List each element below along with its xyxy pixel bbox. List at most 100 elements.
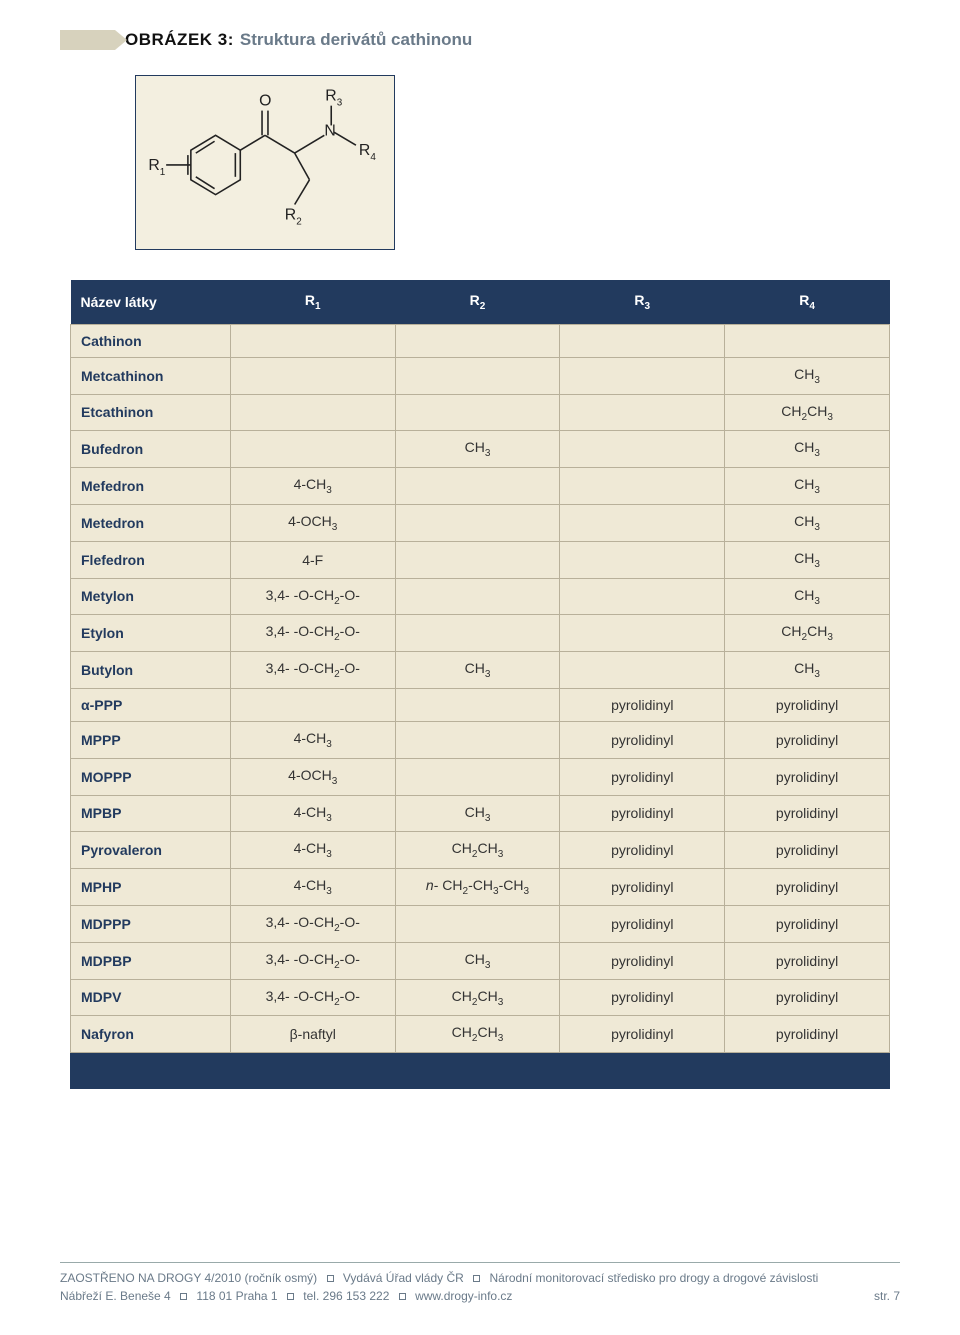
table-footer-bar (70, 1053, 890, 1089)
cell-r2: CH3 (395, 795, 560, 832)
cell-r4: CH3 (725, 652, 890, 689)
compound-name: MPHP (71, 869, 231, 906)
cell-r2: n- CH2-CH3-CH3 (395, 869, 560, 906)
figure-label: OBRÁZEK 3: (125, 30, 234, 50)
cell-r4: CH3 (725, 541, 890, 578)
cell-r3: pyrolidinyl (560, 721, 725, 758)
compound-name: Butylon (71, 652, 231, 689)
cell-r4: CH2CH3 (725, 394, 890, 431)
compound-name: Etcathinon (71, 394, 231, 431)
cell-r4: pyrolidinyl (725, 832, 890, 869)
footer-text: www.drogy-info.cz (415, 1289, 512, 1303)
cell-r2: CH3 (395, 942, 560, 979)
compound-name: Etylon (71, 615, 231, 652)
cell-r2 (395, 324, 560, 357)
svg-text:N: N (324, 122, 335, 139)
table-row: MOPPP4-OCH3pyrolidinylpyrolidinyl (71, 758, 890, 795)
cell-r2 (395, 468, 560, 505)
cell-r2 (395, 541, 560, 578)
compound-name: Metcathinon (71, 357, 231, 394)
cell-r1: 4-OCH3 (230, 758, 395, 795)
th-name: Název látky (71, 280, 231, 324)
table-row: Metylon3,4- -O-CH2-O-CH3 (71, 578, 890, 615)
cell-r1 (230, 431, 395, 468)
cell-r1 (230, 357, 395, 394)
table-row: Pyrovaleron4-CH3CH2CH3pyrolidinylpyrolid… (71, 832, 890, 869)
table-row: α-PPPpyrolidinylpyrolidinyl (71, 688, 890, 721)
compound-name: Mefedron (71, 468, 231, 505)
cell-r4: CH3 (725, 468, 890, 505)
cell-r4: pyrolidinyl (725, 905, 890, 942)
cell-r1: 3,4- -O-CH2-O- (230, 905, 395, 942)
cell-r4: CH3 (725, 431, 890, 468)
cell-r3: pyrolidinyl (560, 905, 725, 942)
cell-r4: CH2CH3 (725, 615, 890, 652)
cell-r4: CH3 (725, 357, 890, 394)
cell-r3 (560, 504, 725, 541)
cell-r2 (395, 504, 560, 541)
table-row: MDPV3,4- -O-CH2-O-CH2CH3pyrolidinylpyrol… (71, 979, 890, 1016)
cell-r2: CH2CH3 (395, 832, 560, 869)
cell-r4 (725, 324, 890, 357)
compound-name: MPBP (71, 795, 231, 832)
cell-r1: 4-F (230, 541, 395, 578)
cell-r1 (230, 394, 395, 431)
cell-r3: pyrolidinyl (560, 979, 725, 1016)
separator-icon (473, 1275, 480, 1282)
cell-r2 (395, 721, 560, 758)
cell-r3: pyrolidinyl (560, 795, 725, 832)
cell-r3 (560, 541, 725, 578)
compound-name: MDPV (71, 979, 231, 1016)
table-row: Etcathinon CH2CH3 (71, 394, 890, 431)
compound-name: MPPP (71, 721, 231, 758)
table-row: Bufedron CH3 CH3 (71, 431, 890, 468)
cell-r3: pyrolidinyl (560, 1016, 725, 1053)
th-r3: R3 (560, 280, 725, 324)
cell-r4: pyrolidinyl (725, 721, 890, 758)
table-row: Cathinon (71, 324, 890, 357)
footer-text: Nábřeží E. Beneše 4 (60, 1289, 171, 1303)
arrow-swatch-icon (60, 30, 115, 50)
cell-r1: 4-CH3 (230, 721, 395, 758)
compound-name: Flefedron (71, 541, 231, 578)
compound-name: Pyrovaleron (71, 832, 231, 869)
footer-text: ZAOSTŘENO NA DROGY 4/2010 (ročník osmý) (60, 1271, 317, 1285)
table-row: MPPP4-CH3 pyrolidinylpyrolidinyl (71, 721, 890, 758)
compound-name: Bufedron (71, 431, 231, 468)
cell-r1: 3,4- -O-CH2-O- (230, 578, 395, 615)
cell-r3 (560, 431, 725, 468)
table-row: MDPPP3,4- -O-CH2-O-pyrolidinylpyrolidiny… (71, 905, 890, 942)
cell-r2: CH3 (395, 431, 560, 468)
th-r2: R2 (395, 280, 560, 324)
footer-text: Vydává Úřad vlády ČR (343, 1271, 464, 1285)
cell-r2 (395, 394, 560, 431)
page-number: str. 7 (874, 1287, 900, 1305)
footer-text: 118 01 Praha 1 (196, 1289, 277, 1303)
cell-r4: pyrolidinyl (725, 1016, 890, 1053)
table-row: Metedron4-OCH3CH3 (71, 504, 890, 541)
figure-title: Struktura derivátů cathinonu (240, 30, 472, 50)
th-r4: R4 (725, 280, 890, 324)
cell-r4: pyrolidinyl (725, 795, 890, 832)
table-row: Flefedron4-F CH3 (71, 541, 890, 578)
table-row: Nafyronβ-naftylCH2CH3pyrolidinylpyrolidi… (71, 1016, 890, 1053)
compound-name: MOPPP (71, 758, 231, 795)
cell-r3 (560, 615, 725, 652)
cell-r1 (230, 324, 395, 357)
cell-r3 (560, 578, 725, 615)
cell-r2: CH2CH3 (395, 1016, 560, 1053)
cell-r2: CH2CH3 (395, 979, 560, 1016)
separator-icon (287, 1293, 294, 1300)
cell-r1: β-naftyl (230, 1016, 395, 1053)
cell-r1: 3,4- -O-CH2-O- (230, 615, 395, 652)
cell-r2 (395, 615, 560, 652)
table-row: MPBP4-CH3CH3pyrolidinylpyrolidinyl (71, 795, 890, 832)
cell-r3: pyrolidinyl (560, 688, 725, 721)
cell-r1: 3,4- -O-CH2-O- (230, 979, 395, 1016)
cell-r1 (230, 688, 395, 721)
cell-r4: CH3 (725, 578, 890, 615)
cell-r2: CH3 (395, 652, 560, 689)
cell-r4: pyrolidinyl (725, 979, 890, 1016)
cell-r3 (560, 394, 725, 431)
figure-title-row: OBRÁZEK 3: Struktura derivátů cathinonu (60, 30, 900, 50)
